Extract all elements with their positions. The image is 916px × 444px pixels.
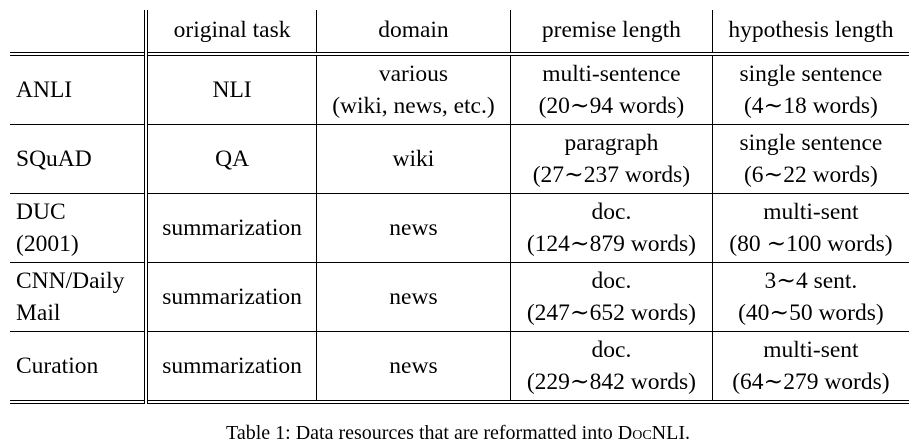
table-row-anli: ANLI NLI various (wiki, news, etc.) multi…: [10, 54, 909, 125]
row-hypothesis: single sentence (6∼22 words): [711, 124, 909, 194]
header-domain: domain: [315, 10, 511, 54]
row-name: ANLI: [10, 54, 149, 125]
table-row-duc: DUC (2001) summarization news doc. (124∼87…: [10, 193, 909, 263]
row-task: QA: [215, 146, 250, 172]
row-task: summarization: [162, 284, 302, 310]
row-premise: paragraph (27∼237 words): [510, 124, 713, 194]
row-premise: doc. (229∼842 words): [510, 331, 713, 402]
row-premise: doc. (247∼652 words): [510, 262, 713, 332]
table-header-row: original task domain premise length hypo…: [10, 10, 909, 54]
row-premise: multi-sentence (20∼94 words): [510, 54, 713, 125]
row-hypothesis: multi-sent (64∼279 words): [711, 331, 909, 402]
data-resources-table: original task domain premise length hypo…: [10, 10, 909, 404]
header-original-task: original task: [173, 17, 291, 43]
header-corner: [10, 10, 149, 54]
row-task: NLI: [212, 77, 252, 103]
row-name: DUC (2001): [10, 193, 149, 263]
header-hypothesis-length: hypothesis length: [711, 10, 909, 54]
row-name: Curation: [10, 331, 149, 402]
docnli-name: DocNLI: [617, 422, 685, 444]
row-hypothesis: 3∼4 sent. (40∼50 words): [711, 262, 909, 332]
row-domain: various (wiki, news, etc.): [315, 54, 511, 125]
header-premise-length: premise length: [510, 10, 713, 54]
row-name: SQuAD: [10, 124, 149, 194]
row-domain: wiki: [315, 124, 511, 194]
row-premise: doc. (124∼879 words): [510, 193, 713, 263]
row-task: summarization: [162, 353, 302, 379]
row-name: CNN/Daily Mail: [10, 262, 149, 332]
table-caption: Table 1: Data resources that are reforma…: [226, 422, 690, 444]
table-row-squad: SQuAD QA wiki paragraph (27∼237 words) si…: [10, 124, 909, 194]
row-task: summarization: [162, 215, 302, 241]
row-hypothesis: single sentence (4∼18 words): [711, 54, 909, 125]
table-row-curation: Curation summarization news doc. (229∼842…: [10, 331, 909, 402]
table-row-cnn-dailymail: CNN/Daily Mail summarization news doc. (24…: [10, 262, 909, 332]
row-domain: news: [315, 193, 511, 263]
row-hypothesis: multi-sent (80 ∼100 words): [711, 193, 909, 263]
row-domain: news: [315, 262, 511, 332]
row-domain: news: [315, 331, 511, 402]
